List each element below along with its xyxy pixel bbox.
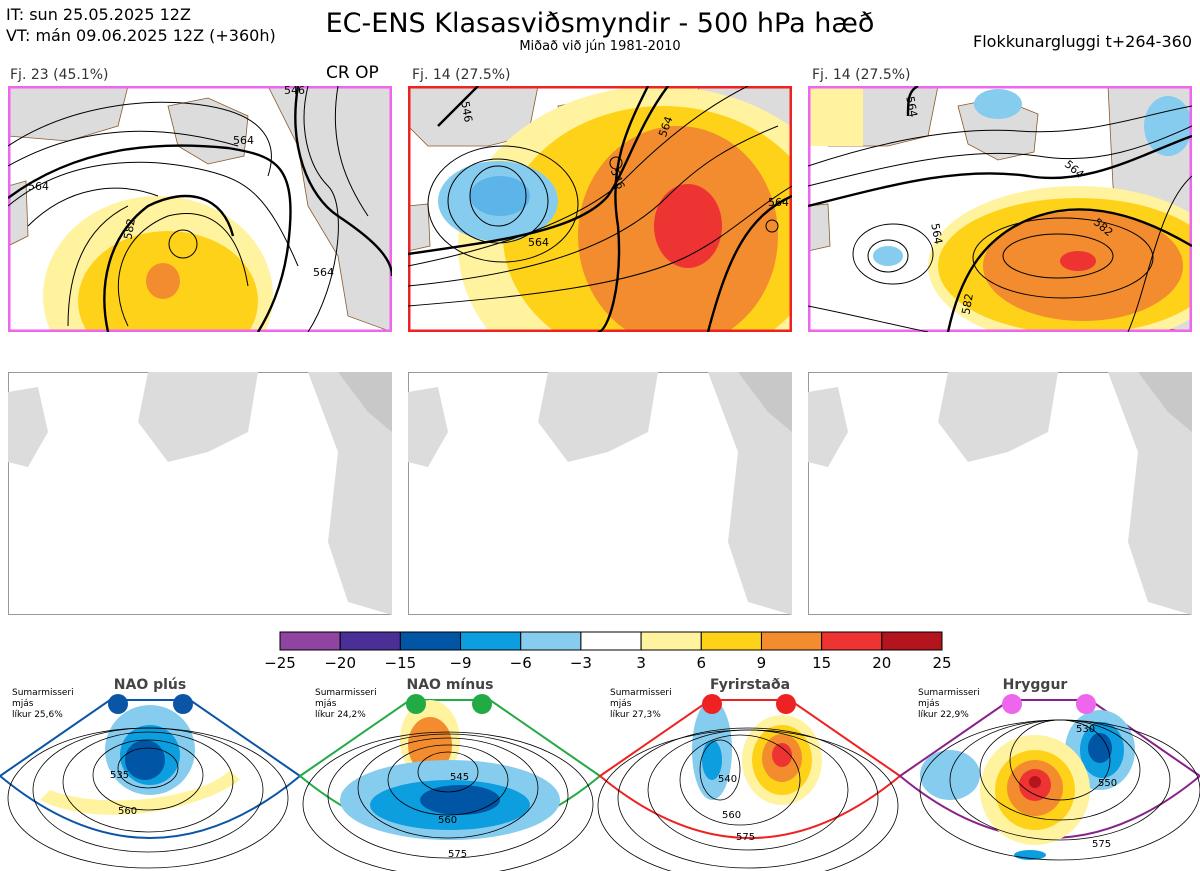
regime-title-block: Fyrirstaða	[709, 677, 791, 693]
header-times: IT: sun 25.05.2025 12Z VT: mán 09.06.202…	[6, 4, 276, 46]
svg-text:540: 540	[718, 774, 737, 785]
colorbar: −25 −20 −15 −9 −6 −3 3 6 9 15 20 25	[264, 631, 952, 672]
colorbar-bin-1	[339, 631, 401, 651]
svg-text:546: 546	[284, 86, 305, 97]
regime-title-nao-minus: NAO mínus	[406, 677, 494, 693]
colorbar-tick-10: 20	[872, 654, 891, 672]
svg-text:560: 560	[438, 815, 457, 826]
svg-text:550: 550	[1098, 778, 1117, 789]
empty-map-3	[808, 372, 1192, 615]
colorbar-bin-9	[821, 631, 883, 651]
empty-map-2	[408, 372, 792, 615]
svg-text:575: 575	[736, 832, 755, 843]
colorbar-bin-10	[881, 631, 943, 651]
svg-text:546: 546	[458, 100, 474, 123]
regime-nao-plus-map: 535 560	[0, 694, 302, 869]
empty-map-1	[8, 372, 392, 615]
colorbar-tick-11: 25	[932, 654, 951, 672]
colorbar-bin-8	[760, 631, 823, 651]
svg-text:564: 564	[528, 236, 549, 249]
regime-title-nao-plus: NAO plús	[113, 677, 187, 693]
svg-text:564: 564	[903, 95, 919, 118]
cluster-3-map: 564 564 582 582 564	[808, 86, 1192, 332]
classification-window: Flokkunargluggi t+264-360	[973, 32, 1192, 51]
colorbar-tick-3: −9	[449, 654, 471, 672]
colorbar-tick-0: −25	[264, 654, 296, 672]
colorbar-bin-3	[460, 631, 522, 651]
colorbar-bin-6	[640, 631, 702, 651]
svg-text:564: 564	[768, 196, 789, 209]
svg-text:560: 560	[722, 810, 741, 821]
cluster-1-label: Fj. 23 (45.1%)	[10, 67, 109, 83]
svg-text:575: 575	[448, 849, 467, 860]
colorbar-bin-5	[580, 631, 642, 651]
cluster-1-map: 564 564 582 564 546	[8, 86, 392, 332]
init-time: IT: sun 25.05.2025 12Z	[6, 5, 191, 24]
colorbar-tick-4: −6	[510, 654, 532, 672]
svg-text:545: 545	[450, 772, 469, 783]
valid-time: VT: mán 09.06.2025 12Z (+360h)	[6, 26, 276, 45]
colorbar-tick-2: −15	[385, 654, 417, 672]
colorbar-bin-7	[700, 631, 762, 651]
svg-text:564: 564	[28, 180, 49, 193]
colorbar-bin-4	[520, 631, 582, 651]
regime-block-map: 540 560 575	[597, 694, 902, 871]
colorbar-tick-5: −3	[570, 654, 592, 672]
regime-info-block: Sumarmisseri mjás líkur 27,3%	[610, 688, 672, 720]
regime-info-ridge: Sumarmisseri mjás líkur 22,9%	[918, 688, 980, 720]
cluster-3-label: Fj. 14 (27.5%)	[812, 67, 911, 83]
regime-nao-minus-map: 545 560 575	[298, 694, 602, 871]
svg-text:582: 582	[959, 293, 975, 316]
page-title: EC-ENS Klasasviðsmyndir - 500 hPa hæð	[325, 8, 875, 39]
colorbar-bin-2	[399, 631, 462, 651]
cluster-2-label: Fj. 14 (27.5%)	[412, 67, 511, 83]
colorbar-tick-8: 9	[757, 654, 767, 672]
svg-text:535: 535	[110, 770, 129, 781]
colorbar-tick-7: 6	[696, 654, 706, 672]
cluster-1-tag: CR OP	[326, 63, 379, 83]
regime-panels: 535 560 545 560 575 540 560 575 530 550 575	[0, 694, 1200, 871]
colorbar-bin-0	[279, 631, 341, 651]
regime-info-nao-minus: Sumarmisseri mjás líkur 24,2%	[315, 688, 377, 720]
svg-text:530: 530	[1076, 724, 1095, 735]
svg-text:560: 560	[118, 806, 137, 817]
svg-text:575: 575	[1092, 839, 1111, 850]
regime-title-ridge: Hryggur	[1002, 677, 1068, 693]
regime-info-nao-plus: Sumarmisseri mjás líkur 25,6%	[12, 688, 74, 720]
svg-text:582: 582	[121, 218, 137, 241]
svg-text:564: 564	[313, 266, 334, 279]
svg-text:564: 564	[233, 134, 254, 147]
page-subtitle: Miðað við jún 1981-2010	[519, 39, 681, 54]
colorbar-tick-1: −20	[324, 654, 356, 672]
regime-ridge-map: 530 550 575	[898, 694, 1200, 861]
colorbar-tick-9: 15	[812, 654, 831, 672]
svg-text:564: 564	[928, 222, 944, 245]
cluster-2-map: 564 546 564 564 546	[408, 86, 792, 332]
colorbar-tick-6: 3	[636, 654, 646, 672]
